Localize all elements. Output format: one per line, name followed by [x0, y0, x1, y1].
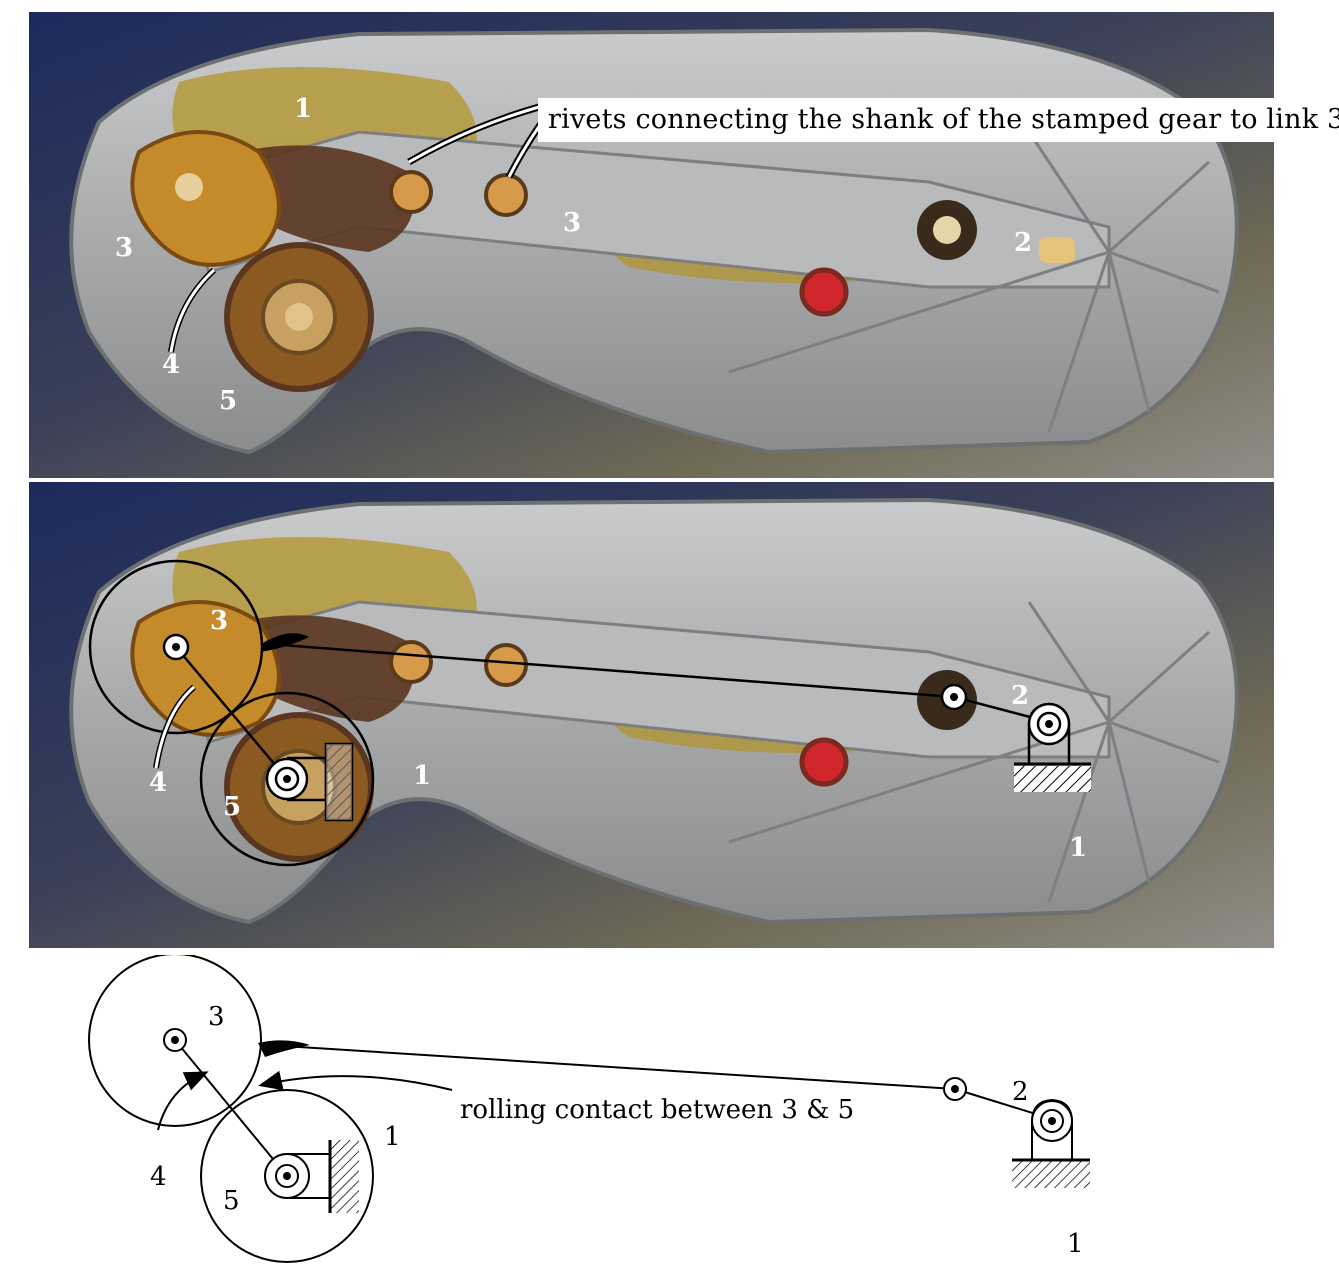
- overlay-crank: [175, 646, 288, 780]
- rolling-contact-arrow: [258, 1070, 453, 1091]
- label-3: 3: [115, 233, 133, 263]
- overlay-circle-5: [199, 691, 375, 867]
- overlay-coupler: [268, 642, 955, 699]
- label-2: 2: [1011, 681, 1029, 711]
- coupler-link: [267, 1044, 956, 1090]
- label-4: 4: [150, 1162, 167, 1192]
- label-3: 3: [208, 1002, 225, 1032]
- overlay-ground-hatch: [324, 742, 354, 822]
- rivet: [389, 170, 433, 214]
- photo-bottom-panel: 3 4 5 1 2 1: [29, 482, 1274, 948]
- label-1: 1: [413, 761, 431, 791]
- pins: [163, 1028, 1073, 1199]
- label-3: 3: [210, 606, 228, 636]
- red-plug: [799, 737, 849, 787]
- label-2: 2: [1014, 228, 1032, 258]
- ground-hatch: [331, 1140, 359, 1213]
- ground-hatch: [1012, 1161, 1090, 1188]
- fillet: [258, 1040, 310, 1057]
- red-plug: [799, 267, 849, 317]
- rivet: [484, 173, 528, 217]
- photo-top-drawing: 1 3 3 4 5 2: [29, 12, 1274, 478]
- overlay-pins: [162, 633, 1071, 801]
- label-1: 1: [384, 1122, 401, 1152]
- callout-arrow: [408, 105, 540, 164]
- contact-arrow: [169, 268, 216, 353]
- overlay-fillet: [261, 633, 309, 652]
- callout-text: rivets connecting the shank of the stamp…: [548, 104, 1339, 135]
- contact-arrow: [154, 685, 195, 769]
- callout-box: [538, 98, 1274, 142]
- gear3-circle: [88, 955, 262, 1127]
- label-1: 1: [1069, 833, 1087, 863]
- label-4: 4: [149, 768, 167, 798]
- label-5: 5: [219, 386, 237, 416]
- label-2: 2: [1012, 1077, 1029, 1107]
- rivet: [484, 643, 528, 687]
- housing-ribs: [728, 131, 1220, 433]
- kinematic-schematic: 3 4 5 1 2 1 rolling contact between 3 & …: [88, 955, 1090, 1263]
- photo-top-panel: 1 3 3 4 5 2: [29, 12, 1274, 478]
- label-4: 4: [162, 350, 180, 380]
- photo-bottom-drawing: 3 4 5 1 2 1: [29, 482, 1274, 948]
- rust-area: [239, 145, 414, 252]
- rivet: [389, 640, 433, 684]
- label-5: 5: [223, 1186, 240, 1216]
- contact-arrow: [157, 1071, 209, 1131]
- label-1: 1: [1067, 1229, 1084, 1259]
- rolling-contact-label: rolling contact between 3 & 5: [460, 1095, 854, 1125]
- crank-link: [174, 1039, 288, 1177]
- label-5: 5: [223, 792, 241, 822]
- gear3: [130, 130, 281, 267]
- link2-slot: [1039, 237, 1075, 263]
- label-1: 1: [294, 94, 312, 124]
- label-3: 3: [563, 208, 581, 238]
